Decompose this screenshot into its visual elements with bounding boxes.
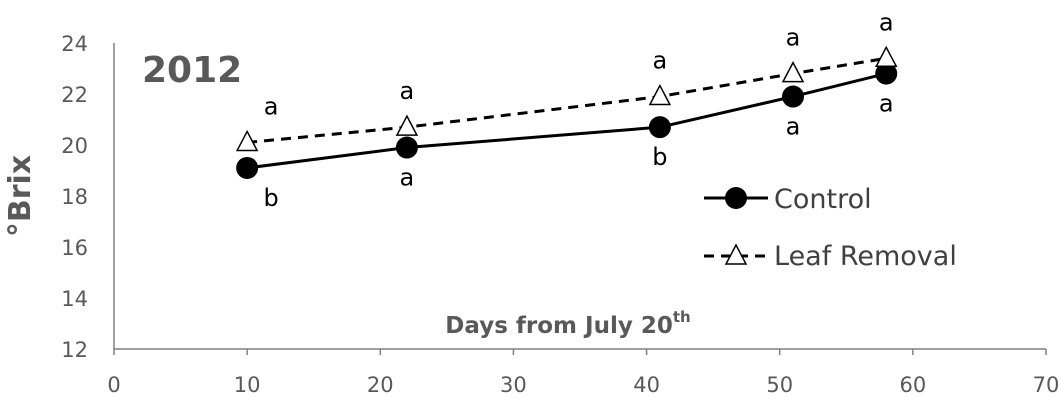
data-point-leaf-removal (648, 83, 672, 106)
y-tick-label: 14 (61, 287, 88, 311)
series-layer (235, 45, 898, 179)
data-point-leaf-removal (235, 129, 259, 152)
y-tick-label: 18 (61, 185, 88, 209)
significance-label-control: a (879, 90, 894, 118)
legend: Control Leaf Removal (704, 184, 957, 272)
data-point-control (395, 136, 418, 159)
x-tick-label: 50 (766, 373, 793, 397)
y-tick-label: 16 (61, 236, 88, 260)
y-tick-label: 24 (61, 32, 88, 56)
x-tick-label: 60 (899, 373, 926, 397)
panel-label: 2012 (142, 50, 242, 91)
x-tick-label: 10 (234, 373, 261, 397)
data-point-control (875, 62, 898, 85)
legend-leaf-removal-label: Leaf Removal (774, 241, 957, 272)
x-tick-label: 40 (633, 373, 660, 397)
significance-label-leaf-removal: a (264, 92, 279, 120)
legend-leaf-removal-marker (724, 243, 748, 265)
data-point-control (782, 85, 805, 108)
significance-label-leaf-removal: a (653, 47, 668, 75)
data-point-leaf-removal (874, 45, 898, 68)
data-point-control (236, 156, 259, 179)
y-tick-label: 20 (61, 134, 88, 158)
significance-label-control: b (652, 143, 667, 171)
x-tick-labels: 0 10 20 30 40 50 60 70 (107, 349, 1059, 397)
data-point-control (648, 116, 671, 139)
x-tick-label: 20 (367, 373, 394, 397)
legend-item-control: Control (704, 184, 872, 215)
x-tick-label: 70 (1033, 373, 1060, 397)
y-axis-label: °Brix (3, 155, 38, 237)
significance-labels: b a b a a a a a a a (264, 8, 894, 212)
data-point-leaf-removal (781, 60, 805, 83)
x-tick-label: 0 (107, 373, 120, 397)
legend-control-marker (725, 187, 747, 209)
legend-control-label: Control (774, 184, 872, 215)
significance-label-leaf-removal: a (400, 77, 415, 105)
y-tick-label: 22 (61, 83, 88, 107)
significance-label-leaf-removal: a (879, 8, 894, 36)
significance-label-control: a (400, 164, 415, 192)
x-axis-label-text: Days from July 20 (445, 313, 673, 339)
x-tick-label: 30 (500, 373, 527, 397)
x-axis-label-superscript: th (673, 308, 691, 326)
significance-label-control: b (264, 184, 279, 212)
data-point-leaf-removal (395, 114, 419, 136)
legend-item-leaf-removal: Leaf Removal (704, 241, 957, 272)
significance-label-control: a (786, 113, 801, 141)
y-tick-labels: 12 14 16 18 20 22 24 (61, 32, 88, 362)
axes (113, 43, 1046, 350)
significance-label-leaf-removal: a (786, 24, 801, 52)
y-tick-label: 12 (61, 338, 88, 362)
x-axis-label: Days from July 20th (445, 308, 690, 339)
